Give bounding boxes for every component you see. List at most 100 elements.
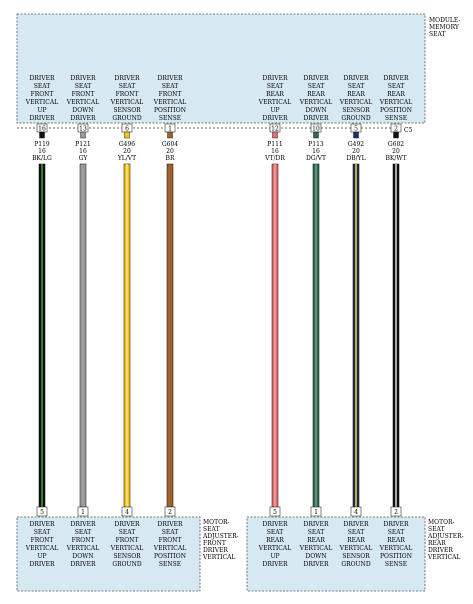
module-pin-label: POSITION [380, 107, 412, 114]
motor-pin-label: VERTICAL [110, 545, 143, 552]
module-pin-label: SEAT [119, 83, 136, 90]
module-pin-label: DRIVER [30, 75, 55, 82]
module-pin-label: SENSE [385, 115, 407, 122]
motor-pin-number: 5 [273, 509, 277, 516]
wire-stripe [355, 164, 357, 507]
module-pin-label: DRIVER [384, 75, 409, 82]
wire-gauge: 20 [123, 148, 131, 155]
module-pin-label: REAR [347, 91, 365, 98]
motor-pin-number: 2 [168, 509, 172, 516]
module-connector-label: C5 [404, 127, 413, 134]
module-pin-label: DRIVER [71, 115, 96, 122]
module-pin-label: FRONT [31, 91, 54, 98]
module-pin-label: FRONT [159, 91, 182, 98]
module-pin-label: DRIVER [115, 75, 140, 82]
module-pin-label: DRIVER [158, 75, 183, 82]
motor-pin-number: 4 [354, 509, 358, 516]
motor-front-name: MOTOR- [203, 519, 230, 526]
motor-pin-label: DRIVER [304, 561, 329, 568]
motor-pin-label: SEAT [162, 529, 179, 536]
motor-pin-label: SENSE [385, 561, 407, 568]
motor-pin-label: DRIVER [30, 521, 55, 528]
motor-rear-name: VERTICAL [427, 554, 460, 561]
motor-pin-number: 4 [125, 509, 129, 516]
motor-pin-label: VERTICAL [379, 545, 412, 552]
module-pin-number: 10 [312, 126, 320, 133]
motor-pin-label: FRONT [72, 537, 95, 544]
module-pin-label: DRIVER [30, 115, 55, 122]
motor-pin-label: GROUND [112, 561, 142, 568]
module-pin-label: DOWN [72, 107, 93, 114]
motor-front-name: VERTICAL [202, 554, 235, 561]
module-pin-label: DRIVER [344, 75, 369, 82]
motor-pin-label: POSITION [380, 553, 412, 560]
motor-pin-label: POSITION [154, 553, 186, 560]
motor-pin-label: VERTICAL [153, 545, 186, 552]
module-pin-label: VERTICAL [379, 99, 412, 106]
module-pin-label: VERTICAL [66, 99, 99, 106]
wire-circuit: G492 [348, 141, 364, 148]
motor-pin-terminal [350, 506, 362, 517]
motor-front-name: DRIVER [203, 547, 228, 554]
motor-pin-label: DRIVER [71, 561, 96, 568]
motor-rear-name: MOTOR- [428, 519, 455, 526]
motor-pin-terminal [164, 506, 176, 517]
wire-stripe [395, 164, 397, 507]
motor-pin-label: SENSE [159, 561, 181, 568]
module-pin-number: 16 [38, 126, 46, 133]
module-name-line1: MODULE- [429, 17, 460, 24]
wire-stripe [315, 164, 317, 507]
motor-pin-label: FRONT [159, 537, 182, 544]
wire-color-code: GY [79, 155, 89, 162]
motor-front-box [16, 516, 201, 592]
motor-pin-label: DRIVER [71, 521, 96, 528]
motor-pin-number: 5 [40, 509, 44, 516]
module-pin-number: 1 [168, 126, 172, 133]
module-pin-number: 13 [79, 126, 87, 133]
module-pin-label: REAR [387, 91, 405, 98]
motor-rear-name: DRIVER [428, 547, 453, 554]
motor-pin-terminal [269, 506, 281, 517]
wire-stub [80, 131, 86, 139]
module-pin-label: SEAT [75, 83, 92, 90]
motor-pin-label: SEAT [119, 529, 136, 536]
motor-pin-label: SEAT [308, 529, 325, 536]
motor-pin-terminal [121, 506, 133, 517]
module-pin-label: VERTICAL [339, 99, 372, 106]
motor-pin-label: VERTICAL [299, 545, 332, 552]
wire-stub [393, 131, 399, 139]
wire-circuit: P119 [34, 141, 50, 148]
module-pin-label: REAR [307, 91, 325, 98]
module-pin-label: VERTICAL [25, 99, 58, 106]
wire-stub [272, 131, 278, 139]
diagram-elements: DRIVERSEATFRONTVERTICALUPDRIVER16P11916B… [25, 75, 464, 568]
wire-color-code: VT/DR [264, 155, 285, 162]
module-pin-label: DRIVER [71, 75, 96, 82]
motor-pin-terminal [77, 506, 89, 517]
motor-pin-label: REAR [307, 537, 325, 544]
module-pin-label: VERTICAL [110, 99, 143, 106]
motor-pin-label: VERTICAL [25, 545, 58, 552]
wire-stripe [126, 164, 128, 507]
module-pin-label: VERTICAL [299, 99, 332, 106]
module-pin-label: POSITION [154, 107, 186, 114]
motor-pin-label: FRONT [31, 537, 54, 544]
wire-circuit: P121 [75, 141, 91, 148]
wire-stub [313, 131, 319, 139]
wire-color-code: BK/LG [32, 155, 52, 162]
motor-pin-label: DRIVER [115, 521, 140, 528]
motor-front-name: FRONT [203, 540, 226, 547]
motor-pin-label: REAR [347, 537, 365, 544]
motor-pin-label: DRIVER [384, 521, 409, 528]
wire-circuit: P111 [267, 141, 283, 148]
wire-stripe [41, 164, 43, 507]
module-pin-label: DRIVER [304, 75, 329, 82]
module-pin-label: REAR [266, 91, 284, 98]
wire-color-code: BR [166, 155, 175, 162]
wire-gauge: 16 [38, 148, 46, 155]
motor-rear-name: ADJUSTER- [427, 533, 464, 540]
motor-pin-label: GROUND [341, 561, 371, 568]
module-pin-label: DRIVER [304, 115, 329, 122]
motor-rear-name: REAR [428, 540, 446, 547]
